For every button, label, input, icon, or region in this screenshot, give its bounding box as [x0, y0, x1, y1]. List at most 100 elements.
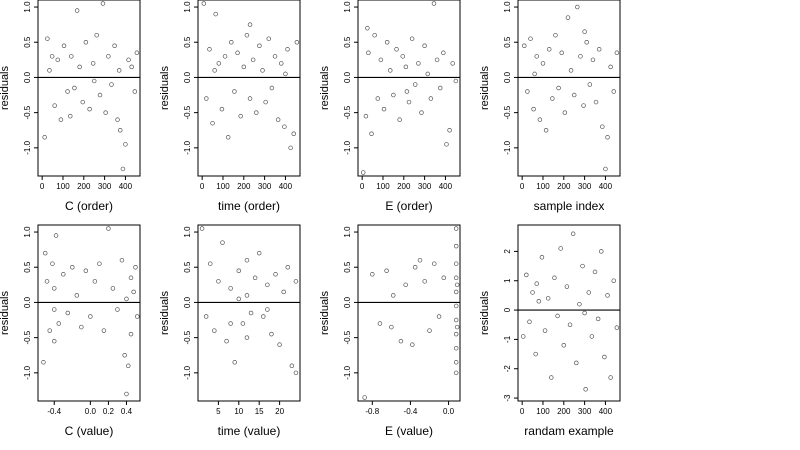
data-point [571, 92, 577, 98]
data-point [453, 226, 459, 231]
data-point [550, 96, 555, 101]
data-point [87, 106, 92, 112]
data-point [539, 255, 545, 260]
y-tick-label: 0.5 [343, 36, 352, 48]
data-point [70, 264, 75, 270]
data-point [224, 338, 229, 344]
data-point [553, 32, 558, 38]
data-point [453, 360, 459, 365]
data-point [370, 272, 375, 277]
data-point [406, 99, 412, 105]
y-tick-label: -1.0 [343, 140, 352, 154]
data-point [427, 328, 432, 333]
data-point [531, 106, 536, 112]
data-point [384, 268, 389, 274]
data-point [244, 293, 250, 298]
y-tick-label: 0.0 [23, 71, 32, 83]
data-point [261, 314, 266, 319]
data-point [584, 39, 589, 45]
data-point [65, 310, 71, 316]
y-tick-label: 1.0 [343, 226, 352, 238]
data-point [404, 89, 410, 94]
data-point [42, 250, 48, 256]
data-point [116, 68, 122, 73]
y-tick-label: 0.5 [183, 261, 192, 273]
data-point [91, 78, 97, 84]
data-point [117, 127, 123, 133]
data-point [431, 1, 437, 6]
data-point [582, 29, 587, 34]
data-point [74, 293, 80, 298]
data-point [275, 117, 281, 122]
x-axis-label: sample index [534, 199, 605, 213]
data-point [212, 328, 217, 333]
data-point [453, 243, 459, 249]
data-point [546, 47, 552, 52]
data-point [614, 50, 620, 56]
panel-2: 0 100 200 300 400 -1.0 -0.5 0.0 0.5 1.0 time (orde… [159, 0, 301, 213]
data-point [247, 22, 253, 27]
x-tick-label: 0 [40, 182, 45, 191]
x-tick-label: 10 [234, 407, 243, 416]
y-tick-label: -0.5 [183, 330, 192, 344]
data-point [210, 120, 215, 126]
x-tick-label: 300 [258, 182, 272, 191]
data-point [128, 331, 134, 337]
data-point [422, 43, 427, 49]
data-point [45, 36, 50, 41]
data-point [79, 324, 84, 330]
data-point [590, 57, 596, 63]
x-axis-label: C (order) [65, 199, 113, 213]
data-point [228, 321, 233, 326]
x-tick-label: 15 [255, 407, 264, 416]
data-point [199, 226, 205, 231]
data-point [441, 275, 447, 281]
data-point [581, 103, 586, 108]
data-point [225, 135, 231, 140]
data-point [123, 142, 128, 147]
data-point [236, 268, 242, 274]
y-tick-label: 0.0 [183, 296, 192, 308]
data-point [222, 54, 228, 59]
data-point [283, 71, 288, 77]
data-point [599, 249, 604, 254]
data-point [69, 54, 74, 59]
data-point [106, 54, 111, 59]
data-point [119, 257, 125, 263]
data-point [51, 338, 57, 344]
data-point [453, 370, 459, 376]
data-point [389, 324, 394, 330]
y-tick-label: 0.5 [23, 261, 32, 273]
data-point [42, 135, 47, 140]
y-tick-label: 0.0 [183, 71, 192, 83]
data-point [285, 47, 290, 52]
data-point [97, 261, 102, 266]
x-tick-label: 0.2 [103, 407, 115, 416]
data-point [432, 261, 437, 266]
y-tick-label: -0.5 [343, 105, 352, 119]
data-point [559, 50, 564, 56]
data-point [614, 325, 620, 330]
y-axis-label: residuals [159, 290, 171, 335]
data-point [533, 351, 538, 357]
data-point [450, 61, 455, 66]
data-point [129, 64, 134, 70]
data-point [586, 290, 592, 295]
data-point [88, 314, 93, 319]
data-point [228, 286, 233, 291]
data-point [520, 334, 526, 339]
data-point [201, 1, 207, 6]
data-point [235, 50, 240, 56]
x-tick-label: -0.4 [47, 407, 61, 416]
data-point [106, 226, 111, 231]
data-point [419, 110, 424, 115]
data-point [41, 360, 46, 365]
plot-frame [37, 0, 141, 177]
data-point [257, 43, 262, 49]
x-tick-label: 5 [216, 407, 221, 416]
plot-frame [357, 224, 461, 402]
data-point [252, 275, 258, 281]
data-point [391, 92, 396, 98]
data-point [555, 313, 560, 319]
